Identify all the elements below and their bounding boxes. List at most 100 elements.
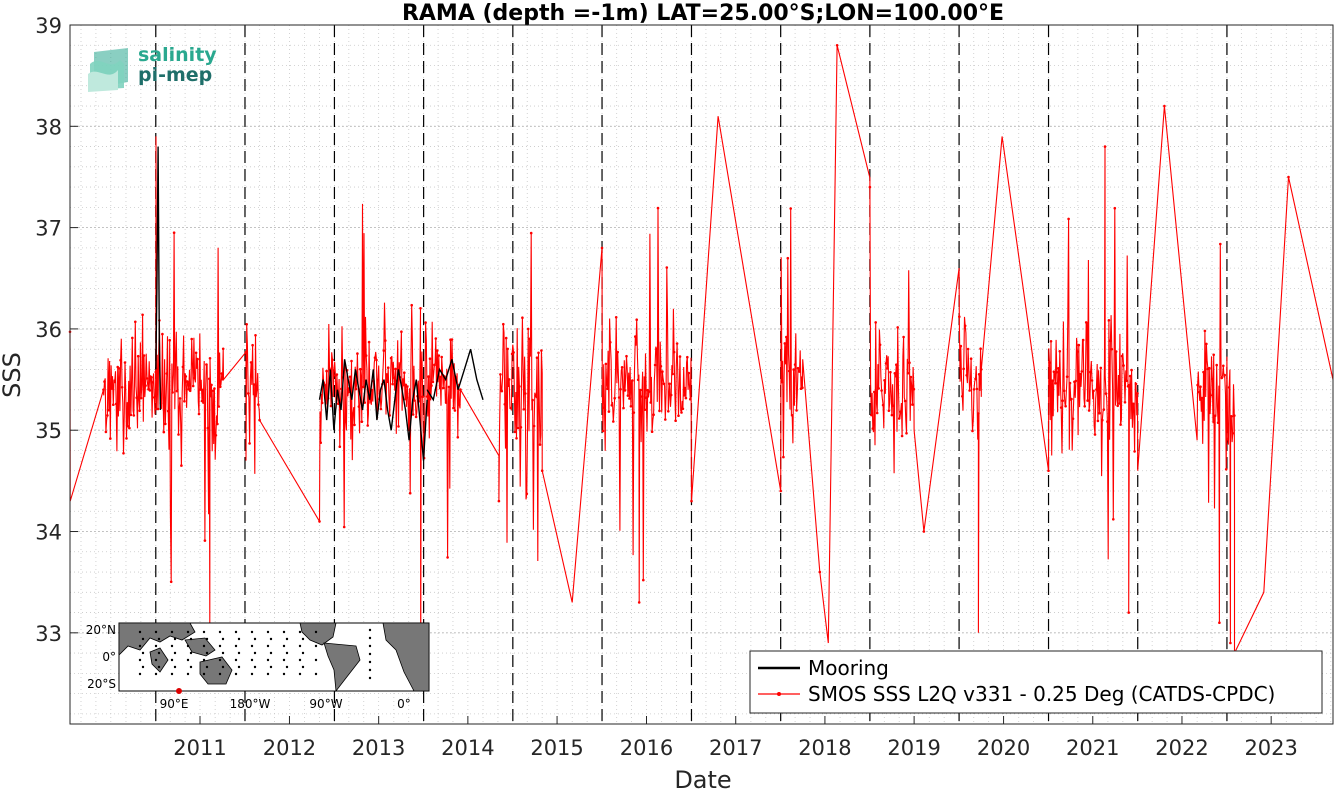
data-point-smos — [244, 350, 248, 354]
data-point-smos — [113, 380, 116, 384]
data-point-smos — [640, 395, 644, 398]
axes-box — [69, 24, 1334, 725]
data-point-smos — [1074, 379, 1078, 383]
data-point-smos — [458, 403, 461, 406]
data-point-smos — [965, 374, 968, 377]
data-point-smos — [392, 376, 396, 380]
inset-map-lon-label: 0° — [397, 697, 411, 711]
data-point-smos — [329, 404, 333, 408]
data-point-smos — [678, 355, 682, 358]
data-point-smos — [104, 430, 108, 434]
inset-map-land — [184, 637, 216, 657]
data-point-smos — [798, 370, 801, 373]
inset-map-station — [285, 665, 289, 669]
data-point-smos — [168, 338, 171, 342]
data-point-smos — [177, 433, 180, 436]
inset-map-marker — [176, 688, 182, 694]
y-tick-label: 33 — [35, 622, 62, 646]
data-point-smos — [1125, 379, 1128, 383]
data-point-smos — [653, 363, 657, 367]
data-point-smos — [963, 324, 967, 328]
data-point-smos — [662, 382, 666, 386]
data-point-smos — [683, 394, 686, 397]
data-point-smos — [881, 403, 885, 407]
data-point-smos — [789, 207, 792, 210]
inset-map-station — [173, 637, 177, 641]
inset-map-land — [149, 647, 169, 673]
data-point-smos — [1079, 372, 1082, 376]
data-point-smos — [251, 343, 254, 347]
inset-map-station — [234, 630, 238, 634]
inset-map-lon-label: 90°E — [160, 697, 189, 711]
data-point-smos — [360, 420, 364, 424]
data-point-smos — [600, 246, 604, 250]
pi-mep-logo-icon — [88, 48, 128, 92]
data-point-smos — [150, 376, 153, 379]
inset-map-station — [205, 637, 209, 641]
data-point-smos — [151, 381, 155, 384]
data-point-smos — [647, 390, 651, 393]
data-point-smos — [397, 425, 400, 428]
data-point-smos — [193, 376, 196, 380]
data-point-smos — [332, 369, 336, 372]
data-point-smos — [208, 357, 212, 360]
inset-map-land — [299, 622, 337, 646]
inset-map-station — [368, 636, 372, 640]
data-point-smos — [219, 385, 222, 389]
data-point-smos — [103, 380, 106, 383]
data-point-smos — [376, 378, 380, 382]
data-point-smos — [497, 499, 501, 503]
data-point-smos — [134, 320, 137, 324]
data-point-smos — [1131, 402, 1135, 406]
data-point-smos — [186, 380, 189, 383]
data-point-smos — [367, 340, 371, 344]
data-point-smos — [626, 394, 630, 397]
data-point-smos — [893, 372, 897, 375]
data-point-smos — [357, 405, 361, 408]
data-point-smos — [210, 383, 213, 387]
data-point-smos — [156, 407, 160, 411]
data-point-smos — [643, 408, 647, 412]
x-tick-label: 2011 — [173, 736, 226, 760]
data-point-smos — [141, 313, 144, 317]
data-point-smos — [191, 384, 195, 388]
data-point-smos — [1067, 217, 1070, 221]
data-point-smos — [1136, 392, 1139, 395]
data-point-smos — [404, 383, 408, 387]
data-point-smos — [450, 338, 454, 341]
data-point-smos — [410, 303, 414, 307]
data-point-smos — [375, 358, 378, 362]
data-point-smos — [1071, 417, 1075, 421]
data-point-smos — [197, 412, 201, 416]
data-point-smos — [912, 387, 916, 391]
data-point-smos — [780, 380, 784, 384]
inset-map-land — [323, 642, 361, 693]
x-tick-label: 2022 — [1155, 736, 1208, 760]
inset-map-station — [314, 644, 318, 648]
data-point-smos — [637, 601, 641, 604]
data-point-smos — [1113, 206, 1117, 210]
data-point-smos — [447, 385, 451, 389]
x-tick-label: 2016 — [620, 736, 673, 760]
data-point-smos — [1230, 415, 1233, 418]
data-point-smos — [900, 434, 904, 438]
data-point-smos — [353, 423, 356, 427]
data-point-smos — [1055, 370, 1059, 374]
data-point-smos — [1123, 401, 1127, 404]
data-point-smos — [335, 373, 339, 376]
data-point-smos — [446, 556, 449, 559]
data-point-smos — [323, 384, 327, 387]
data-point-smos — [214, 434, 218, 437]
x-tick-label: 2013 — [352, 736, 405, 760]
data-point-smos — [1112, 518, 1115, 521]
data-point-smos — [1049, 340, 1053, 343]
data-point-smos — [616, 350, 619, 354]
data-point-smos — [613, 396, 616, 400]
data-point-smos — [686, 355, 689, 359]
data-point-smos — [623, 389, 627, 392]
inset-map-station — [234, 644, 238, 648]
data-point-smos — [216, 422, 219, 426]
data-point-smos — [384, 339, 387, 342]
data-point-smos — [532, 424, 536, 428]
data-point-smos — [609, 341, 612, 344]
